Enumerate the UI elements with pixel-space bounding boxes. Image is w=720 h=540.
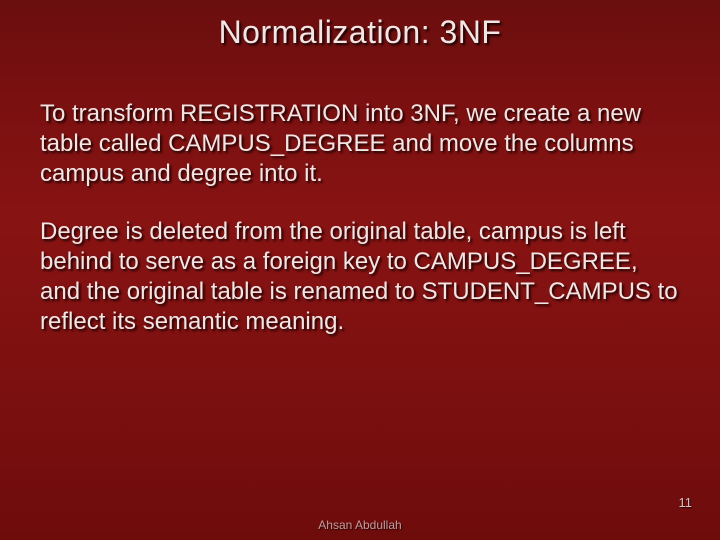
author-footer: Ahsan Abdullah bbox=[318, 518, 401, 532]
paragraph-2: Degree is deleted from the original tabl… bbox=[40, 217, 680, 337]
slide-title: Normalization: 3NF bbox=[0, 0, 720, 51]
slide-number: 11 bbox=[679, 495, 693, 510]
paragraph-1: To transform REGISTRATION into 3NF, we c… bbox=[40, 99, 680, 189]
slide: Normalization: 3NF To transform REGISTRA… bbox=[0, 0, 720, 540]
slide-content: To transform REGISTRATION into 3NF, we c… bbox=[0, 51, 720, 337]
